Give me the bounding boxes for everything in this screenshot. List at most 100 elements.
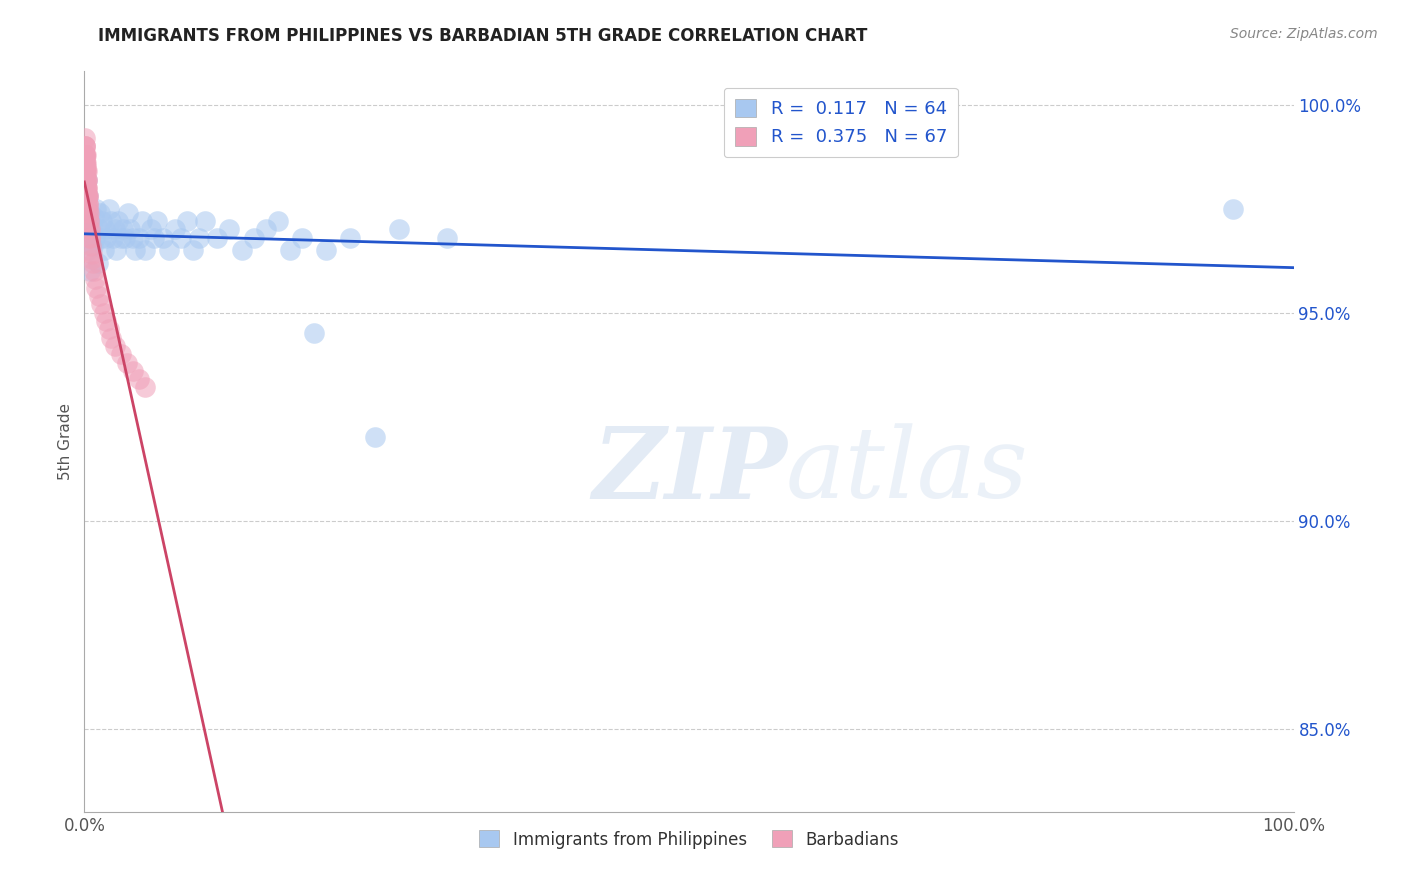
Y-axis label: 5th Grade: 5th Grade — [58, 403, 73, 480]
Point — [87, 289, 110, 303]
Point — [77, 202, 100, 216]
Point — [73, 164, 96, 178]
Point — [170, 231, 193, 245]
Point — [112, 222, 135, 236]
Point — [76, 181, 98, 195]
Point — [91, 214, 114, 228]
Point — [87, 222, 110, 236]
Point — [75, 181, 97, 195]
Point — [75, 160, 97, 174]
Point — [77, 206, 100, 220]
Point — [218, 222, 240, 236]
Point — [278, 244, 301, 258]
Point — [79, 206, 101, 220]
Point — [97, 202, 120, 216]
Point — [77, 222, 100, 236]
Point — [76, 189, 98, 203]
Point — [94, 222, 117, 236]
Point — [188, 231, 211, 245]
Point — [121, 231, 143, 245]
Point — [77, 244, 100, 258]
Point — [75, 181, 97, 195]
Point — [75, 147, 97, 161]
Point — [83, 264, 105, 278]
Point — [115, 355, 138, 369]
Point — [75, 172, 97, 186]
Legend: Immigrants from Philippines, Barbadians: Immigrants from Philippines, Barbadians — [472, 823, 905, 855]
Point — [267, 214, 290, 228]
Point — [143, 231, 166, 245]
Point — [134, 244, 156, 258]
Point — [104, 339, 127, 353]
Point — [77, 214, 100, 228]
Point — [77, 197, 100, 211]
Point — [94, 314, 117, 328]
Point — [1222, 202, 1244, 216]
Point — [76, 164, 98, 178]
Point — [100, 214, 122, 228]
Point — [75, 164, 97, 178]
Point — [75, 164, 97, 178]
Point — [254, 222, 277, 236]
Point — [176, 214, 198, 228]
Point — [86, 280, 108, 294]
Point — [73, 147, 96, 161]
Point — [128, 231, 150, 245]
Point — [89, 206, 111, 220]
Point — [80, 219, 103, 233]
Point — [80, 247, 103, 261]
Point — [76, 189, 98, 203]
Point — [82, 252, 104, 266]
Point — [73, 131, 96, 145]
Point — [110, 347, 132, 361]
Point — [84, 231, 107, 245]
Point — [76, 189, 98, 203]
Point — [75, 181, 97, 195]
Point — [73, 139, 96, 153]
Point — [84, 272, 107, 286]
Text: atlas: atlas — [786, 424, 1028, 519]
Point — [73, 156, 96, 170]
Point — [302, 326, 325, 341]
Point — [75, 147, 97, 161]
Point — [131, 214, 153, 228]
Point — [117, 206, 139, 220]
Point — [315, 244, 337, 258]
Point — [436, 231, 458, 245]
Point — [82, 239, 104, 253]
Point — [75, 156, 97, 170]
Point — [207, 231, 229, 245]
Point — [77, 214, 100, 228]
Point — [90, 297, 112, 311]
Point — [134, 380, 156, 394]
Point — [120, 222, 142, 236]
Point — [76, 172, 98, 186]
Point — [231, 244, 253, 258]
Point — [79, 231, 101, 245]
Point — [100, 330, 122, 344]
Point — [75, 164, 97, 178]
Point — [128, 372, 150, 386]
Point — [104, 244, 127, 258]
Point — [76, 222, 98, 236]
Point — [165, 222, 187, 236]
Point — [93, 305, 115, 319]
Point — [157, 244, 180, 258]
Point — [90, 231, 112, 245]
Point — [181, 244, 204, 258]
Point — [291, 231, 314, 245]
Point — [77, 231, 100, 245]
Point — [93, 244, 115, 258]
Point — [76, 172, 98, 186]
Point — [86, 255, 108, 269]
Point — [75, 181, 97, 195]
Text: Source: ZipAtlas.com: Source: ZipAtlas.com — [1230, 27, 1378, 41]
Point — [146, 214, 169, 228]
Point — [79, 222, 101, 236]
Point — [97, 322, 120, 336]
Point — [76, 181, 98, 195]
Point — [75, 156, 97, 170]
Point — [107, 214, 129, 228]
Point — [80, 239, 103, 253]
Point — [77, 189, 100, 203]
